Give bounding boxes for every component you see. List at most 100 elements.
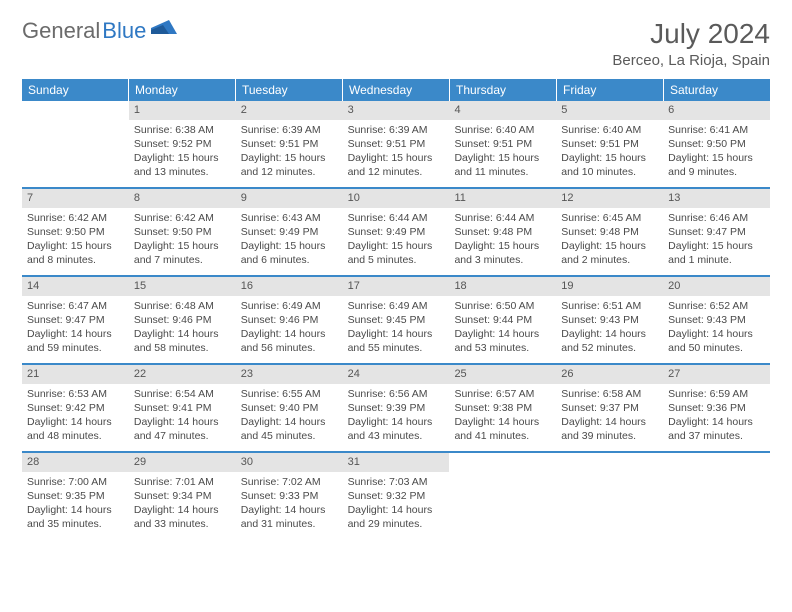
sunset-line: Sunset: 9:41 PM (134, 401, 231, 415)
sunset-line: Sunset: 9:49 PM (241, 225, 338, 239)
day-body: Sunrise: 6:42 AMSunset: 9:50 PMDaylight:… (22, 208, 129, 274)
day-cell (556, 453, 663, 539)
brand-logo: GeneralBlue (22, 18, 177, 44)
day-cell: 21Sunrise: 6:53 AMSunset: 9:42 PMDayligh… (22, 365, 129, 451)
day-cell: 23Sunrise: 6:55 AMSunset: 9:40 PMDayligh… (236, 365, 343, 451)
sunset-line: Sunset: 9:48 PM (454, 225, 551, 239)
day-body: Sunrise: 6:54 AMSunset: 9:41 PMDaylight:… (129, 384, 236, 450)
sunset-line: Sunset: 9:47 PM (27, 313, 124, 327)
sunset-line: Sunset: 9:51 PM (241, 137, 338, 151)
day-number: 1 (129, 101, 236, 120)
weekday-header: Sunday (22, 79, 129, 101)
daylight-line: Daylight: 14 hours and 37 minutes. (668, 415, 765, 443)
daylight-line: Daylight: 15 hours and 1 minute. (668, 239, 765, 267)
daylight-line: Daylight: 15 hours and 12 minutes. (348, 151, 445, 179)
sunrise-line: Sunrise: 6:49 AM (348, 299, 445, 313)
day-body: Sunrise: 6:46 AMSunset: 9:47 PMDaylight:… (663, 208, 770, 274)
week-row: 21Sunrise: 6:53 AMSunset: 9:42 PMDayligh… (22, 365, 770, 453)
day-number (556, 453, 663, 472)
sunrise-line: Sunrise: 6:39 AM (348, 123, 445, 137)
daylight-line: Daylight: 14 hours and 56 minutes. (241, 327, 338, 355)
day-number (663, 453, 770, 472)
sunset-line: Sunset: 9:34 PM (134, 489, 231, 503)
day-number: 22 (129, 365, 236, 384)
day-number: 18 (449, 277, 556, 296)
day-number: 14 (22, 277, 129, 296)
sunrise-line: Sunrise: 7:02 AM (241, 475, 338, 489)
day-number: 16 (236, 277, 343, 296)
day-cell: 14Sunrise: 6:47 AMSunset: 9:47 PMDayligh… (22, 277, 129, 363)
sunrise-line: Sunrise: 6:44 AM (454, 211, 551, 225)
day-body: Sunrise: 6:44 AMSunset: 9:49 PMDaylight:… (343, 208, 450, 274)
day-body: Sunrise: 7:02 AMSunset: 9:33 PMDaylight:… (236, 472, 343, 538)
day-number: 9 (236, 189, 343, 208)
day-number: 13 (663, 189, 770, 208)
sunrise-line: Sunrise: 6:56 AM (348, 387, 445, 401)
week-row: 28Sunrise: 7:00 AMSunset: 9:35 PMDayligh… (22, 453, 770, 539)
weekday-header: Monday (129, 79, 236, 101)
day-body: Sunrise: 6:49 AMSunset: 9:46 PMDaylight:… (236, 296, 343, 362)
day-number: 12 (556, 189, 663, 208)
daylight-line: Daylight: 14 hours and 33 minutes. (134, 503, 231, 531)
day-body: Sunrise: 6:44 AMSunset: 9:48 PMDaylight:… (449, 208, 556, 274)
sunrise-line: Sunrise: 6:41 AM (668, 123, 765, 137)
day-body: Sunrise: 6:42 AMSunset: 9:50 PMDaylight:… (129, 208, 236, 274)
weekday-header: Friday (557, 79, 664, 101)
sunset-line: Sunset: 9:50 PM (27, 225, 124, 239)
day-body: Sunrise: 6:45 AMSunset: 9:48 PMDaylight:… (556, 208, 663, 274)
day-body: Sunrise: 6:39 AMSunset: 9:51 PMDaylight:… (236, 120, 343, 186)
sunrise-line: Sunrise: 6:53 AM (27, 387, 124, 401)
day-number: 21 (22, 365, 129, 384)
daylight-line: Daylight: 14 hours and 39 minutes. (561, 415, 658, 443)
sunset-line: Sunset: 9:39 PM (348, 401, 445, 415)
daylight-line: Daylight: 14 hours and 35 minutes. (27, 503, 124, 531)
day-body: Sunrise: 6:49 AMSunset: 9:45 PMDaylight:… (343, 296, 450, 362)
daylight-line: Daylight: 15 hours and 13 minutes. (134, 151, 231, 179)
day-number: 4 (449, 101, 556, 120)
day-cell: 27Sunrise: 6:59 AMSunset: 9:36 PMDayligh… (663, 365, 770, 451)
day-number: 7 (22, 189, 129, 208)
calendar-page: GeneralBlue July 2024 Berceo, La Rioja, … (0, 0, 792, 557)
day-number: 23 (236, 365, 343, 384)
daylight-line: Daylight: 14 hours and 48 minutes. (27, 415, 124, 443)
day-cell (449, 453, 556, 539)
day-number: 29 (129, 453, 236, 472)
daylight-line: Daylight: 14 hours and 31 minutes. (241, 503, 338, 531)
sunrise-line: Sunrise: 7:03 AM (348, 475, 445, 489)
daylight-line: Daylight: 14 hours and 53 minutes. (454, 327, 551, 355)
daylight-line: Daylight: 14 hours and 43 minutes. (348, 415, 445, 443)
sunset-line: Sunset: 9:46 PM (241, 313, 338, 327)
day-cell: 26Sunrise: 6:58 AMSunset: 9:37 PMDayligh… (556, 365, 663, 451)
day-number: 20 (663, 277, 770, 296)
sunrise-line: Sunrise: 6:55 AM (241, 387, 338, 401)
daylight-line: Daylight: 14 hours and 47 minutes. (134, 415, 231, 443)
sunrise-line: Sunrise: 6:57 AM (454, 387, 551, 401)
day-cell: 13Sunrise: 6:46 AMSunset: 9:47 PMDayligh… (663, 189, 770, 275)
sunrise-line: Sunrise: 6:48 AM (134, 299, 231, 313)
day-number: 8 (129, 189, 236, 208)
day-cell: 29Sunrise: 7:01 AMSunset: 9:34 PMDayligh… (129, 453, 236, 539)
day-cell: 3Sunrise: 6:39 AMSunset: 9:51 PMDaylight… (343, 101, 450, 187)
daylight-line: Daylight: 14 hours and 29 minutes. (348, 503, 445, 531)
daylight-line: Daylight: 14 hours and 58 minutes. (134, 327, 231, 355)
day-cell: 19Sunrise: 6:51 AMSunset: 9:43 PMDayligh… (556, 277, 663, 363)
sunrise-line: Sunrise: 6:47 AM (27, 299, 124, 313)
day-cell: 11Sunrise: 6:44 AMSunset: 9:48 PMDayligh… (449, 189, 556, 275)
day-body: Sunrise: 7:01 AMSunset: 9:34 PMDaylight:… (129, 472, 236, 538)
day-number: 31 (343, 453, 450, 472)
sunset-line: Sunset: 9:51 PM (454, 137, 551, 151)
day-cell: 7Sunrise: 6:42 AMSunset: 9:50 PMDaylight… (22, 189, 129, 275)
day-cell (22, 101, 129, 187)
week-row: 1Sunrise: 6:38 AMSunset: 9:52 PMDaylight… (22, 101, 770, 189)
sunrise-line: Sunrise: 6:49 AM (241, 299, 338, 313)
sunrise-line: Sunrise: 6:43 AM (241, 211, 338, 225)
sunrise-line: Sunrise: 6:38 AM (134, 123, 231, 137)
sunset-line: Sunset: 9:43 PM (561, 313, 658, 327)
location-text: Berceo, La Rioja, Spain (612, 52, 770, 69)
day-cell: 15Sunrise: 6:48 AMSunset: 9:46 PMDayligh… (129, 277, 236, 363)
day-cell: 20Sunrise: 6:52 AMSunset: 9:43 PMDayligh… (663, 277, 770, 363)
day-number: 6 (663, 101, 770, 120)
day-cell: 24Sunrise: 6:56 AMSunset: 9:39 PMDayligh… (343, 365, 450, 451)
flag-icon (151, 20, 177, 43)
day-body: Sunrise: 6:56 AMSunset: 9:39 PMDaylight:… (343, 384, 450, 450)
